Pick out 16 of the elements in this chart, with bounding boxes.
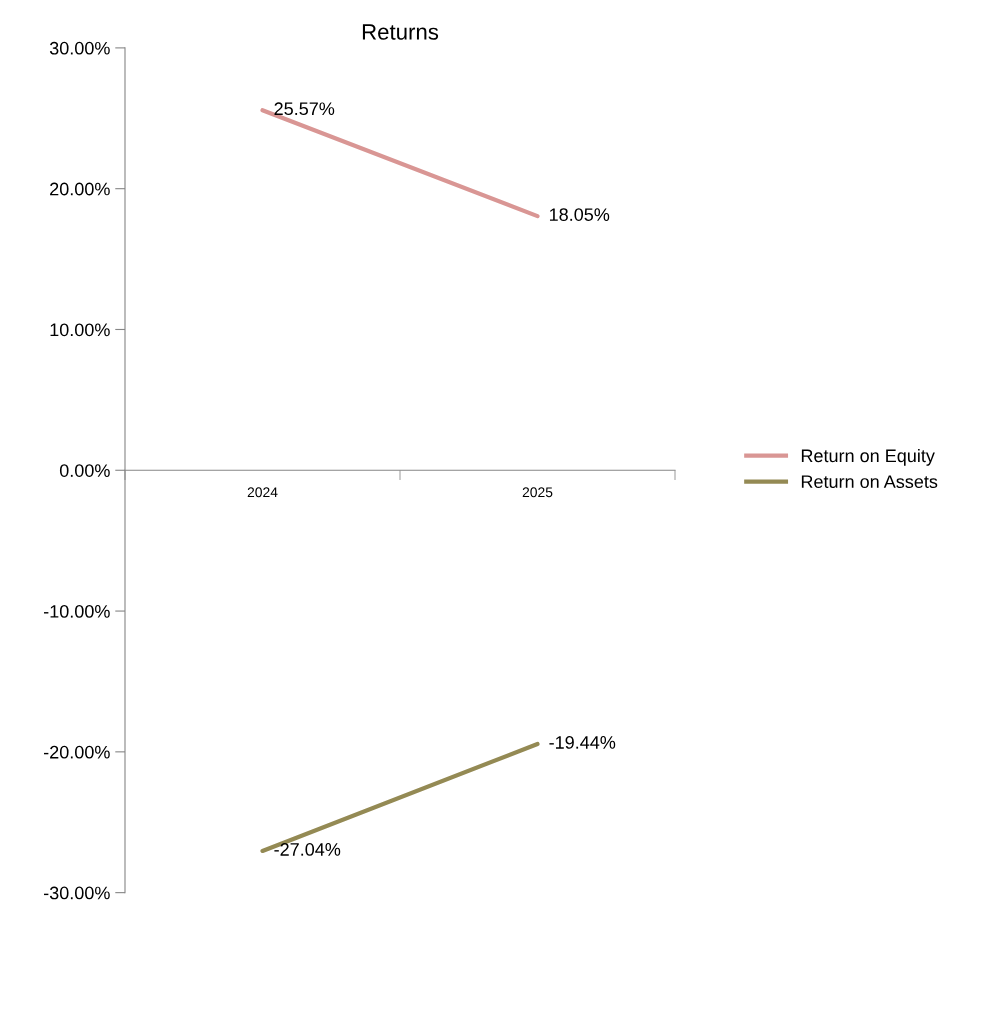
data-label: -19.44% (549, 736, 616, 749)
legend-label: Return on Equity (801, 448, 935, 466)
y-tick-label: 0.00% (59, 464, 110, 477)
x-tick-label: 2025 (522, 487, 553, 498)
data-label: 25.57% (274, 102, 335, 116)
legend-label: Return on Assets (801, 475, 938, 489)
y-tick-label: 20.00% (50, 182, 110, 196)
chart-title: Returns (362, 24, 439, 40)
data-label: -27.04% (274, 843, 341, 856)
x-tick-label: 2024 (247, 487, 278, 498)
y-tick-label: 30.00% (49, 41, 110, 55)
y-tick-label: -10.00% (43, 604, 110, 618)
y-tick-label: -30.00% (43, 886, 110, 900)
data-label: 18.05% (549, 208, 610, 221)
y-tick-label: 10.00% (50, 323, 110, 337)
y-tick-label: -20.00% (43, 745, 110, 759)
